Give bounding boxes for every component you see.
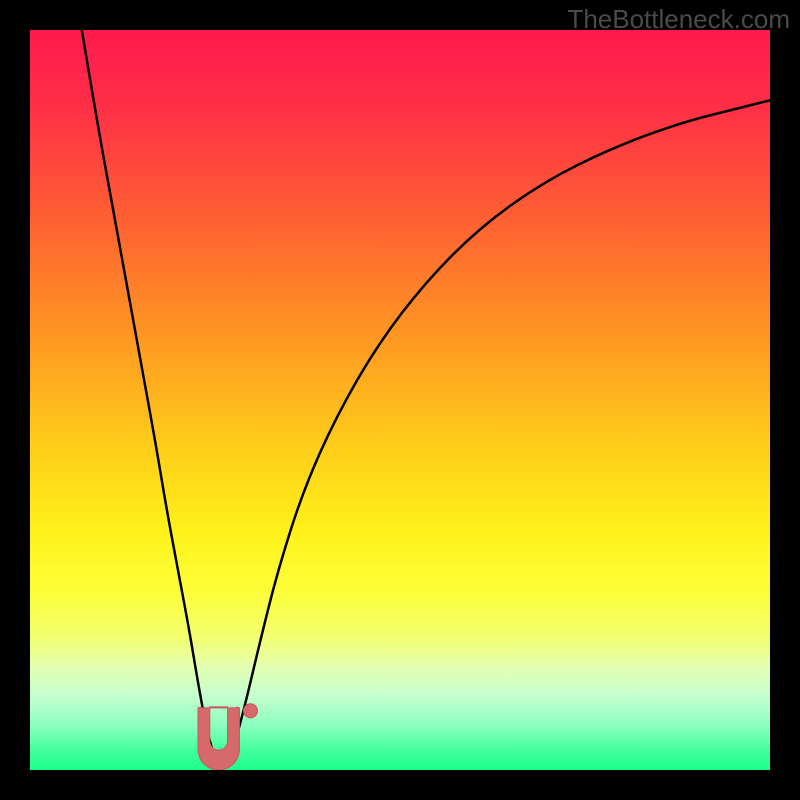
performance-gradient <box>30 30 770 770</box>
bottleneck-chart <box>30 30 770 770</box>
watermark-text: TheBottleneck.com <box>567 4 790 35</box>
